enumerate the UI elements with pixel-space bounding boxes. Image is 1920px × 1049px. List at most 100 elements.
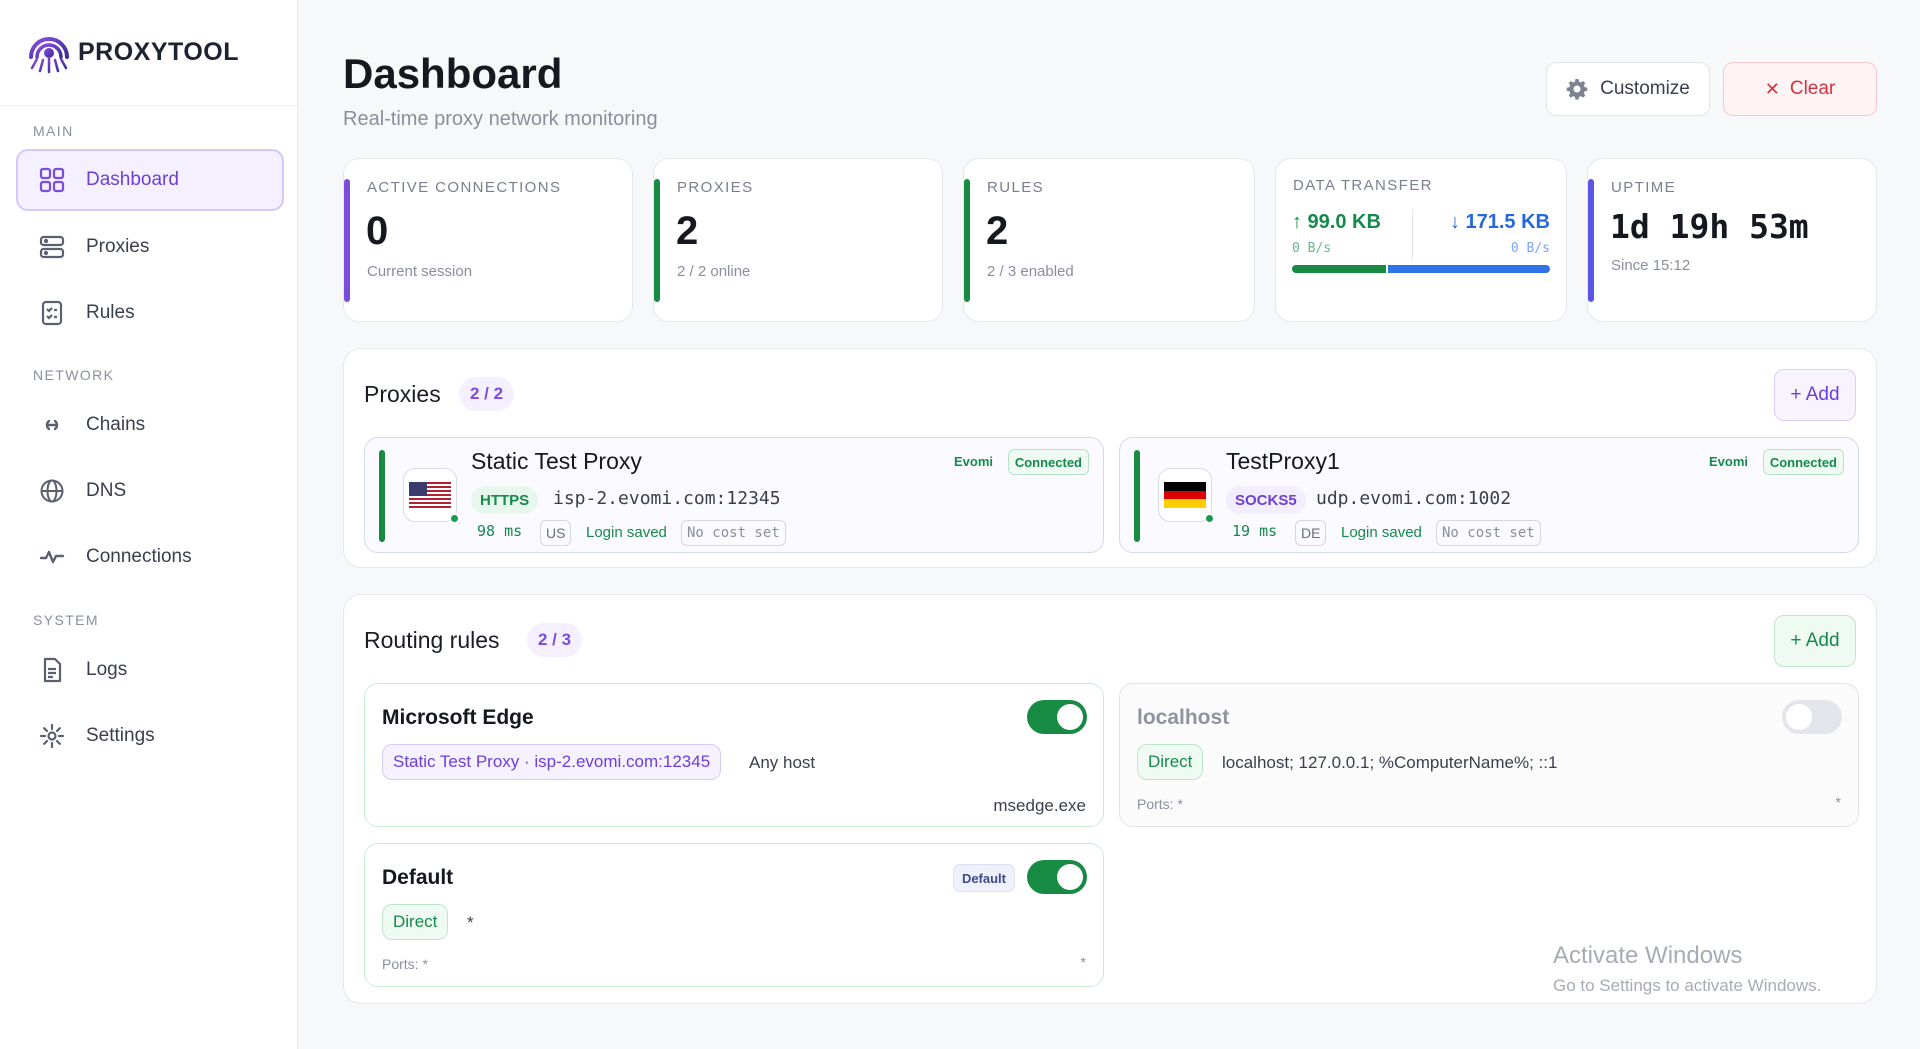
watermark-title: Activate Windows: [1553, 942, 1743, 969]
nav-section-main: MAIN: [33, 123, 74, 139]
stat-label: DATA TRANSFER: [1293, 177, 1433, 194]
link-icon: [38, 411, 66, 439]
stat-label: ACTIVE CONNECTIONS: [367, 179, 562, 196]
grid-icon: [38, 166, 66, 194]
panel-title: Proxies: [364, 381, 441, 407]
stat-label: UPTIME: [1611, 179, 1677, 196]
stat-accent-bar: [1588, 179, 1594, 302]
us-flag-icon: [403, 468, 459, 523]
download-total: ↓ 171.5 KB: [1449, 211, 1550, 233]
add-rule-button[interactable]: + Add: [1774, 615, 1856, 667]
rule-enabled-toggle[interactable]: [1027, 700, 1087, 734]
rule-scope: *: [1080, 954, 1086, 970]
customize-label: Customize: [1600, 78, 1690, 99]
proxies-panel: Proxies 2 / 2 + Add Static Test Proxy Ev…: [343, 348, 1877, 568]
sidebar-item-label: Connections: [86, 546, 192, 567]
nav-section-system: SYSTEM: [33, 612, 99, 628]
login-status: Login saved: [586, 524, 667, 541]
rule-process: msedge.exe: [993, 796, 1086, 815]
sidebar-item-connections[interactable]: Connections: [16, 526, 284, 588]
stat-sub: Current session: [367, 263, 473, 280]
document-icon: [38, 656, 66, 684]
app-logo[interactable]: PROXYTOOL: [0, 0, 297, 106]
proxy-host: isp-2.evomi.com:12345: [553, 488, 781, 509]
protocol-badge: SOCKS5: [1226, 486, 1306, 514]
sidebar: PROXYTOOL MAIN Dashboard Proxies Rules N…: [0, 0, 298, 1049]
stat-value: 1d 19h 53m: [1610, 207, 1809, 246]
login-status: Login saved: [1341, 524, 1422, 541]
rule-name: Default: [382, 866, 454, 889]
online-dot: [1205, 514, 1214, 523]
upload-segment: [1292, 265, 1386, 273]
stat-label: PROXIES: [677, 179, 754, 196]
clear-label: Clear: [1789, 78, 1836, 99]
activation-watermark: Activate Windows Go to Settings to activ…: [1553, 942, 1821, 996]
proxy-card[interactable]: Static Test Proxy Evomi Connected HTTPS …: [364, 437, 1104, 553]
sidebar-item-dashboard[interactable]: Dashboard: [16, 149, 284, 211]
sidebar-item-rules[interactable]: Rules: [16, 282, 284, 344]
download-segment: [1387, 265, 1550, 273]
transfer-ratio-bar: [1292, 265, 1550, 273]
sidebar-item-label: DNS: [86, 480, 127, 501]
rule-target: Static Test Proxy · isp-2.evomi.com:1234…: [382, 744, 722, 780]
download-rate: 0 B/s: [1510, 241, 1550, 256]
stat-accent-bar: [344, 179, 350, 302]
upload-rate: 0 B/s: [1292, 241, 1332, 256]
globe-icon: [38, 477, 66, 505]
stat-sub: 2 / 2 online: [677, 263, 751, 280]
cost-badge: No cost set: [681, 520, 786, 546]
toggle-knob: [1786, 704, 1812, 730]
clear-button[interactable]: ✕ Clear: [1723, 62, 1877, 116]
sidebar-item-label: Rules: [86, 302, 135, 323]
protocol-badge: HTTPS: [471, 486, 539, 514]
stat-value: 2: [986, 209, 1009, 253]
server-icon: [38, 233, 66, 261]
divider: [1412, 209, 1413, 259]
provider-label: Evomi: [953, 454, 993, 469]
stat-label: RULES: [987, 179, 1045, 196]
rule-ports: Ports: *: [382, 956, 428, 972]
sidebar-item-label: Logs: [86, 659, 128, 680]
de-flag-icon: [1158, 468, 1214, 523]
toggle-knob: [1057, 864, 1083, 890]
proxy-card[interactable]: TestProxy1 Evomi Connected SOCKS5 udp.ev…: [1119, 437, 1859, 553]
stat-rules: RULES 2 2 / 3 enabled: [963, 158, 1255, 322]
sidebar-item-dns[interactable]: DNS: [16, 460, 284, 522]
app-name: PROXYTOOL: [78, 38, 240, 66]
online-dot: [450, 514, 459, 523]
country-badge: DE: [1295, 520, 1327, 546]
proxy-count-badge: 2 / 2: [459, 377, 515, 411]
stat-sub: Since 15:12: [1611, 257, 1691, 274]
sidebar-item-logs[interactable]: Logs: [16, 639, 284, 701]
sidebar-item-proxies[interactable]: Proxies: [16, 216, 284, 278]
status-bar: [1134, 450, 1140, 542]
default-badge: Default: [952, 864, 1015, 892]
proxy-host: udp.evomi.com:1002: [1316, 488, 1512, 509]
customize-button[interactable]: Customize: [1546, 62, 1710, 116]
add-proxy-button[interactable]: + Add: [1774, 369, 1856, 421]
rule-target: Direct: [382, 904, 449, 940]
rule-card[interactable]: Default Default Direct * Ports: * *: [364, 843, 1104, 987]
rule-match: Any host: [749, 753, 816, 772]
sidebar-item-label: Settings: [86, 725, 155, 746]
rule-card[interactable]: localhost Direct localhost; 127.0.0.1; %…: [1119, 683, 1859, 827]
stat-accent-bar: [964, 179, 970, 302]
sidebar-item-chains[interactable]: Chains: [16, 394, 284, 456]
status-bar: [379, 450, 385, 542]
upload-total: ↑ 99.0 KB: [1292, 211, 1381, 233]
rule-enabled-toggle[interactable]: [1782, 700, 1842, 734]
stat-accent-bar: [654, 179, 660, 302]
watermark-subtitle: Go to Settings to activate Windows.: [1553, 976, 1822, 995]
proxy-name: Static Test Proxy: [471, 448, 642, 474]
rule-match: *: [467, 913, 474, 932]
rule-enabled-toggle[interactable]: [1027, 860, 1087, 894]
gear-icon: [38, 722, 66, 750]
stat-uptime: UPTIME 1d 19h 53m Since 15:12: [1587, 158, 1877, 322]
rules-panel: Routing rules 2 / 3 + Add Microsoft Edge…: [343, 594, 1877, 1004]
stat-active-connections: ACTIVE CONNECTIONS 0 Current session: [343, 158, 633, 322]
sidebar-item-settings[interactable]: Settings: [16, 705, 284, 767]
rule-card[interactable]: Microsoft Edge Static Test Proxy · isp-2…: [364, 683, 1104, 827]
rule-ports: Ports: *: [1137, 796, 1183, 812]
stat-value: 2: [676, 209, 699, 253]
stat-sub: 2 / 3 enabled: [987, 263, 1074, 280]
